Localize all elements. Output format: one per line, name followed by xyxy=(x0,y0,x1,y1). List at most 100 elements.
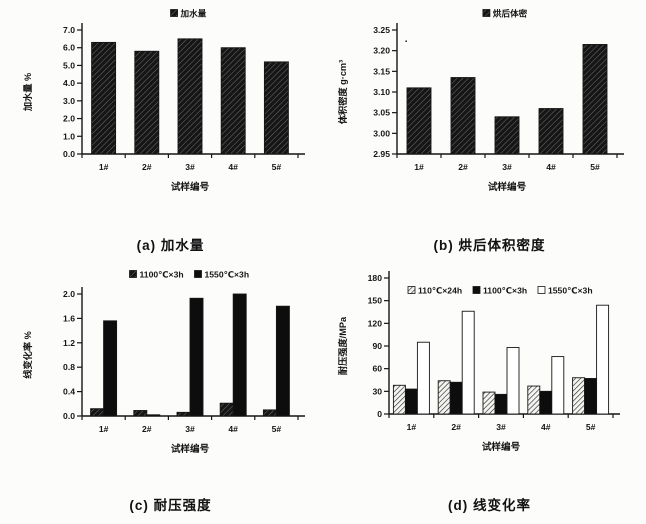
chart-b-bulk-density: 2.95 3.00 3.05 3.10 3.15 3.20 3.25 1# 2# 3# 4# 5# 试样… xyxy=(337,8,624,193)
y-tick-label: 1.6 xyxy=(63,313,75,323)
chart-d-figure: 0 30 60 90 120 150 180 1# 2# 3# 4# 5# 试样编号 耐压强度/MPa 11… xyxy=(323,264,646,524)
x-tick-label: 4# xyxy=(541,422,551,432)
x-tick-label: 1# xyxy=(99,162,109,172)
y-tick-label: 0.8 xyxy=(63,362,75,372)
y-tick-label: 2.95 xyxy=(373,149,390,159)
chart-a-water-addition: 0.0 1.0 2.0 3.0 4.0 5.0 6.0 7.0 1# 2# 3# 4# 5# 试样编号 加水… xyxy=(22,8,305,193)
x-tick-label: 1# xyxy=(99,424,109,434)
x-tick-label: 3# xyxy=(185,162,195,172)
y-tick-label: 1.2 xyxy=(63,338,75,348)
bar xyxy=(103,320,118,417)
y-tick-label: 180 xyxy=(368,273,383,283)
x-tick-label: 3# xyxy=(496,422,506,432)
y-tick-label: 3.15 xyxy=(373,66,390,76)
bar xyxy=(263,61,289,155)
chart-a-figure: 0.0 1.0 2.0 3.0 4.0 5.0 6.0 7.0 1# 2# 3# 4# 5# 试样编号 加水… xyxy=(0,4,323,264)
bar xyxy=(461,310,475,415)
y-tick-label: 90 xyxy=(372,341,382,351)
bar xyxy=(406,87,432,155)
bar xyxy=(449,381,463,415)
bar xyxy=(275,305,290,417)
y-tick-label: 3.25 xyxy=(373,25,390,35)
bar xyxy=(177,38,203,155)
y-tick-label: 0.0 xyxy=(63,411,75,421)
y-axis-label: 加水量 % xyxy=(22,73,33,112)
bar xyxy=(176,411,191,417)
bar xyxy=(584,378,598,415)
y-axis-label: 线变化率 % xyxy=(22,331,33,378)
bar xyxy=(539,390,553,415)
x-axis-label: 试样编号 xyxy=(482,441,521,453)
bar xyxy=(450,77,476,155)
y-tick-label: 2.0 xyxy=(63,289,75,299)
bar xyxy=(572,377,586,415)
legend-marker xyxy=(472,286,481,294)
y-axis-label: 体积密度 g·cm³ xyxy=(337,60,348,124)
legend-label: 加水量 xyxy=(180,8,207,19)
chart-d-compressive-strength: 0 30 60 90 120 150 180 1# 2# 3# 4# 5# 试样编号 耐压强度/MPa 11… xyxy=(337,271,620,453)
x-tick-label: 5# xyxy=(586,422,596,432)
legend-marker xyxy=(407,286,416,294)
y-tick-label: 3.10 xyxy=(373,87,390,97)
legend-label: 1550℃×3h xyxy=(205,270,250,280)
x-axis-label: 试样编号 xyxy=(488,181,527,193)
legend-label: 烘后体密 xyxy=(493,8,528,19)
caption-d: (d) 线变化率 xyxy=(448,498,531,513)
bar xyxy=(416,341,430,415)
y-tick-label: 6.0 xyxy=(63,43,75,53)
x-tick-label: 2# xyxy=(142,162,152,172)
x-tick-label: 2# xyxy=(142,424,152,434)
x-axis-label: 试样编号 xyxy=(171,443,210,455)
y-tick-label: 3.0 xyxy=(63,96,75,106)
x-tick-label: 3# xyxy=(185,424,195,434)
y-tick-label: 150 xyxy=(368,296,383,306)
y-tick-label: 3.05 xyxy=(373,108,390,118)
caption-b: (b) 烘后体积密度 xyxy=(433,238,546,253)
caption-c: (c) 耐压强度 xyxy=(129,498,212,513)
bar xyxy=(506,347,520,415)
bar xyxy=(538,108,564,155)
y-tick-label: 60 xyxy=(372,364,382,374)
legend-label: 1550℃×3h xyxy=(548,286,593,296)
bar xyxy=(494,116,520,155)
y-tick-label: 3.20 xyxy=(373,46,390,56)
legend-marker xyxy=(129,270,137,278)
legend-label: 110℃×24h xyxy=(418,286,462,296)
y-tick-label: 3.00 xyxy=(373,128,390,138)
x-tick-label: 3# xyxy=(502,162,512,172)
x-axis-label: 试样编号 xyxy=(171,181,210,193)
bar xyxy=(91,41,117,155)
bar xyxy=(189,297,204,417)
x-tick-label: 5# xyxy=(590,162,600,172)
y-tick-label: 0.4 xyxy=(63,387,75,397)
y-tick-label: 0.0 xyxy=(63,149,75,159)
bar xyxy=(392,384,406,415)
legend-marker xyxy=(170,9,178,17)
bar xyxy=(582,44,608,155)
chart-c-linear-change: 0.0 0.4 0.8 1.2 1.6 2.0 1# 2# 3# 4# 5# 试样编号 线变化率 % 11… xyxy=(22,270,305,455)
bar xyxy=(596,304,610,415)
bar xyxy=(262,409,277,417)
chart-b-figure: 2.95 3.00 3.05 3.10 3.15 3.20 3.25 1# 2# 3# 4# 5# 试样… xyxy=(323,4,646,264)
x-tick-label: 5# xyxy=(272,424,282,434)
legend-marker xyxy=(537,286,546,294)
legend-marker xyxy=(482,9,491,17)
y-tick-label: 7.0 xyxy=(63,25,75,35)
y-tick-label: 1.0 xyxy=(63,131,75,141)
y-tick-label: 30 xyxy=(372,386,382,396)
bar xyxy=(146,414,161,417)
bar xyxy=(551,356,565,415)
x-tick-label: 1# xyxy=(407,422,417,432)
x-tick-label: 5# xyxy=(272,162,282,172)
y-tick-label: 4.0 xyxy=(63,78,75,88)
y-tick-label: 2.0 xyxy=(63,114,75,124)
y-tick-label: 5.0 xyxy=(63,60,75,70)
x-tick-label: 4# xyxy=(546,162,556,172)
scan-artifact-mark: ▪ xyxy=(405,39,407,45)
legend-label: 1100℃×3h xyxy=(140,270,184,280)
y-tick-label: 120 xyxy=(368,318,383,328)
bar xyxy=(134,50,160,155)
bar xyxy=(482,391,496,415)
legend-label: 1100℃×3h xyxy=(483,286,527,296)
